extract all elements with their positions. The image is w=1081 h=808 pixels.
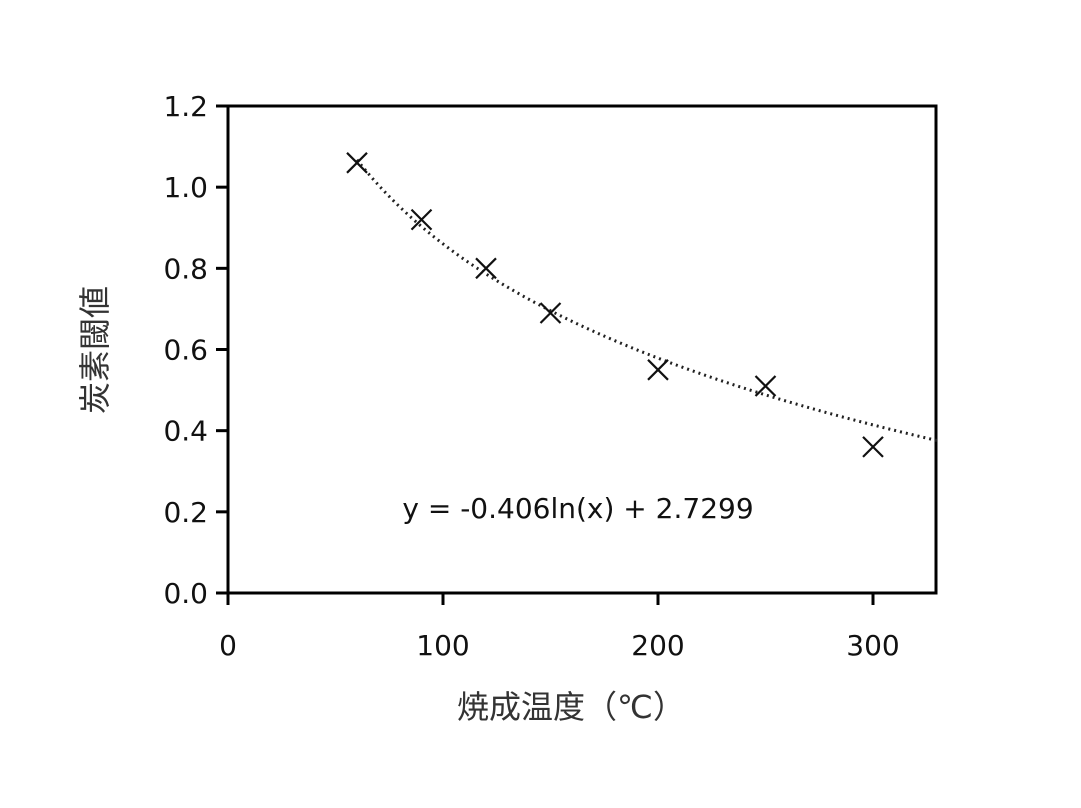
x-tick-label: 100 [416,629,469,662]
y-tick-label: 1.0 [163,171,208,204]
y-axis-label: 炭素閾値 [76,286,114,414]
y-tick-label: 1.2 [163,90,208,123]
y-axis: 0.0 0.2 0.4 0.6 0.8 1.0 1.2 [163,90,228,610]
data-point-marker [476,258,496,278]
data-point-marker [863,437,883,457]
trendline [357,160,938,441]
trendline-equation: y = -0.406ln(x) + 2.7299 [402,492,753,525]
y-tick-label: 0.8 [163,252,208,285]
x-tick-label: 300 [846,629,899,662]
data-point-marker [648,360,668,380]
x-axis-label: 焼成温度（℃） [457,688,685,726]
x-axis: 0 100 200 300 [219,593,900,662]
data-point-marker [541,303,561,323]
x-tick-label: 200 [631,629,684,662]
y-tick-label: 0.4 [163,415,208,448]
y-tick-label: 0.6 [163,334,208,367]
data-point-marker [412,210,432,230]
y-tick-label: 0.2 [163,496,208,529]
data-point-marker [756,376,776,396]
data-point-marker [347,153,367,173]
data-points [347,153,883,457]
y-tick-label: 0.0 [163,577,208,610]
x-tick-label: 0 [219,629,237,662]
